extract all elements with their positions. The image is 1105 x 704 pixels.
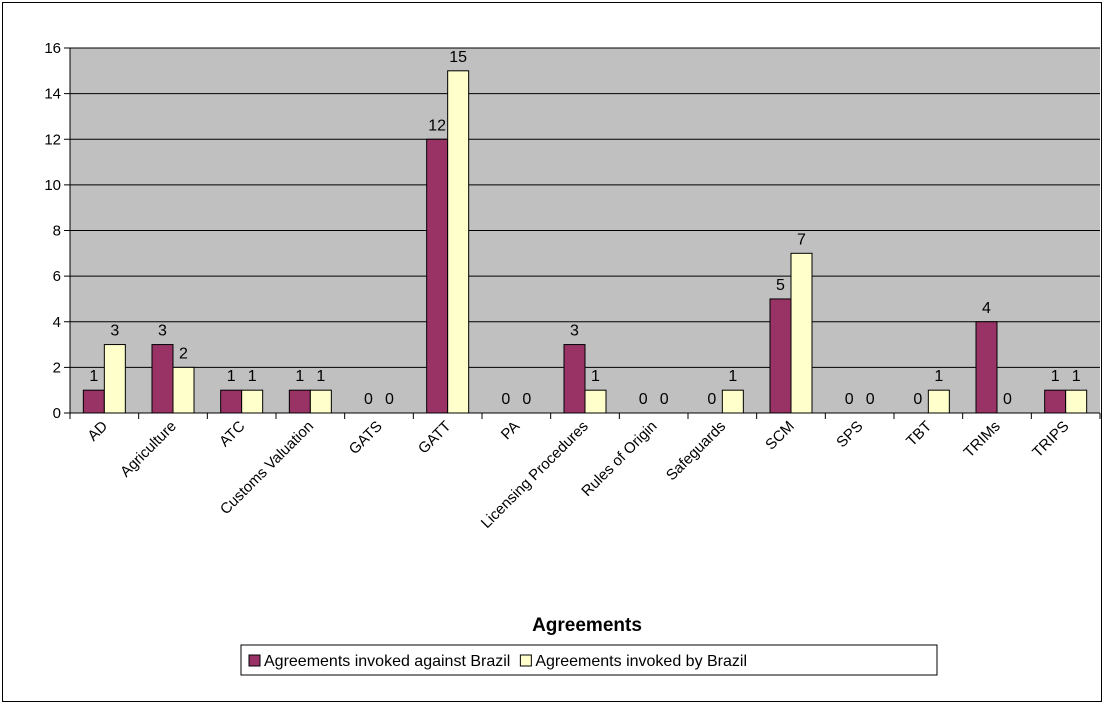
data-label: 0 xyxy=(707,391,716,408)
y-tick-label: 10 xyxy=(44,177,61,194)
data-label: 4 xyxy=(982,300,991,317)
data-label: 2 xyxy=(179,345,188,362)
data-label: 1 xyxy=(316,368,325,385)
data-label: 1 xyxy=(227,368,236,385)
data-label: 1 xyxy=(295,368,304,385)
data-label: 1 xyxy=(934,368,943,385)
data-label: 0 xyxy=(866,391,875,408)
data-label: 0 xyxy=(660,391,669,408)
bar-against-gatt xyxy=(426,138,449,414)
bar-against-scm xyxy=(769,298,792,414)
data-label: 3 xyxy=(158,323,167,340)
y-tick-label: 0 xyxy=(53,405,61,422)
x-tick-label: SCM xyxy=(762,418,798,454)
data-label: 1 xyxy=(89,368,98,385)
y-tick-label: 4 xyxy=(53,314,61,331)
x-tick-label: PA xyxy=(498,418,523,443)
bar-against-customs-valuation xyxy=(288,389,311,414)
data-label: 15 xyxy=(449,49,467,66)
y-tick-label: 16 xyxy=(44,40,61,57)
bar-by-scm xyxy=(790,252,813,414)
data-label: 12 xyxy=(428,117,446,134)
x-tick-label: ATC xyxy=(216,418,249,451)
x-tick-label: Licensing Procedures xyxy=(478,418,592,532)
bar-against-licensing-procedures xyxy=(563,344,586,414)
y-tick-label: 2 xyxy=(53,359,61,376)
data-label: 0 xyxy=(1003,391,1012,408)
bar-by-safeguards xyxy=(721,389,744,414)
bar-by-gatt xyxy=(447,70,470,414)
data-label: 1 xyxy=(591,368,600,385)
data-label: 3 xyxy=(110,323,119,340)
bar-by-tbt xyxy=(927,389,950,414)
bar-against-ad xyxy=(82,389,105,414)
data-label: 1 xyxy=(248,368,257,385)
x-tick-label: TRIMs xyxy=(961,418,1004,461)
data-label: 1 xyxy=(1051,368,1060,385)
data-label: 3 xyxy=(570,323,579,340)
x-tick-label: Safeguards xyxy=(663,418,729,484)
bar-against-trips xyxy=(1044,389,1067,414)
legend xyxy=(240,644,938,676)
x-tick-label: TRIPS xyxy=(1029,418,1072,461)
x-tick-label: GATS xyxy=(346,418,386,458)
legend-swatch xyxy=(519,654,532,667)
bar-by-licensing-procedures xyxy=(584,389,607,414)
bar-against-trims xyxy=(975,321,998,414)
data-label: 7 xyxy=(797,231,806,248)
x-axis-title: Agreements xyxy=(532,615,642,636)
data-label: 0 xyxy=(639,391,648,408)
y-tick-label: 8 xyxy=(53,223,61,240)
x-tick-label: Agriculture xyxy=(117,418,180,481)
x-tick-label: AD xyxy=(84,418,111,445)
bar-by-trips xyxy=(1065,389,1088,414)
bar-by-ad xyxy=(103,344,126,414)
data-label: 0 xyxy=(501,391,510,408)
x-tick-label: SPS xyxy=(833,418,866,451)
data-label: 1 xyxy=(728,368,737,385)
y-tick-label: 6 xyxy=(53,268,61,285)
legend-entry: Agreements invoked by Brazil xyxy=(535,653,747,670)
data-label: 0 xyxy=(913,391,922,408)
y-tick-label: 14 xyxy=(44,86,61,103)
data-label: 5 xyxy=(776,277,785,294)
legend-entry: Agreements invoked against Brazil xyxy=(264,653,510,670)
bar-against-agriculture xyxy=(151,344,174,414)
data-label: 0 xyxy=(522,391,531,408)
bar-against-atc xyxy=(220,389,243,414)
x-tick-label: TBT xyxy=(903,418,935,450)
x-tick-label: GATT xyxy=(415,418,455,458)
legend-swatch xyxy=(248,654,261,667)
bar-by-atc xyxy=(241,389,264,414)
data-label: 1 xyxy=(1072,368,1081,385)
bar-by-agriculture xyxy=(172,366,195,414)
bar-by-customs-valuation xyxy=(309,389,332,414)
data-label: 0 xyxy=(364,391,373,408)
data-label: 0 xyxy=(845,391,854,408)
y-tick-label: 12 xyxy=(44,131,61,148)
data-label: 0 xyxy=(385,391,394,408)
